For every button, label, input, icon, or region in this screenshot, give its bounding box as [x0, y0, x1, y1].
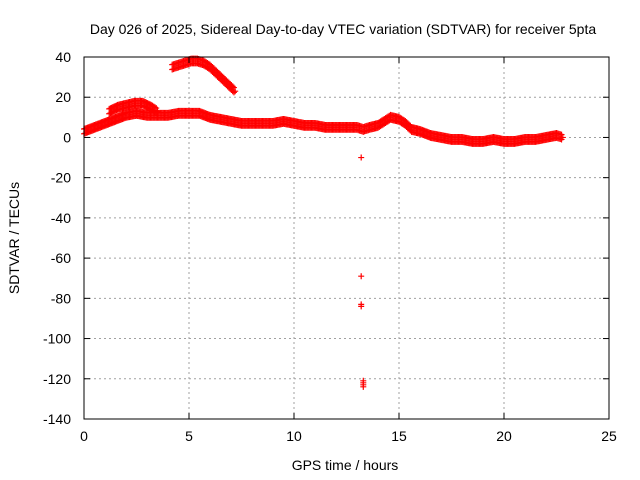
y-tick-label: -80 [51, 290, 71, 306]
y-tick-label: -60 [51, 250, 71, 266]
y-tick-label: -20 [51, 170, 71, 186]
outlier-point [358, 273, 365, 280]
outlier-point [358, 303, 365, 310]
y-tick-labels: -140 -120 -100 -80 -60 -40 -20 0 20 40 [43, 49, 71, 427]
y-tick-label: 40 [55, 49, 71, 65]
x-tick-label: 10 [286, 428, 302, 444]
y-tick-label: -120 [43, 371, 71, 387]
data-point [232, 88, 239, 95]
x-tick-label: 20 [496, 428, 512, 444]
y-tick-label: -40 [51, 210, 71, 226]
data-points [81, 55, 566, 390]
x-tick-label: 0 [80, 428, 88, 444]
x-tick-label: 15 [391, 428, 407, 444]
series-main-trace [81, 107, 566, 147]
outlier-point [358, 154, 365, 161]
y-tick-label: 20 [55, 89, 71, 105]
series-outliers [358, 154, 367, 390]
x-tick-label: 5 [185, 428, 193, 444]
axis-ticks [83, 56, 610, 420]
y-tick-label: -140 [43, 411, 71, 427]
data-point [559, 134, 566, 141]
plot-frame [83, 56, 610, 420]
x-axis-label: GPS time / hours [292, 457, 399, 473]
x-tick-label: 25 [601, 428, 617, 444]
x-tick-labels: 0 5 10 15 20 25 [80, 428, 617, 444]
outlier-point [360, 383, 367, 390]
y-tick-label: 0 [63, 129, 71, 145]
y-tick-label: -100 [43, 331, 71, 347]
series-upper-arc [169, 55, 239, 96]
y-axis-label: SDTVAR / TECUs [6, 182, 22, 294]
data-point [230, 89, 237, 96]
chart-title: Day 026 of 2025, Sidereal Day-to-day VTE… [90, 21, 597, 37]
